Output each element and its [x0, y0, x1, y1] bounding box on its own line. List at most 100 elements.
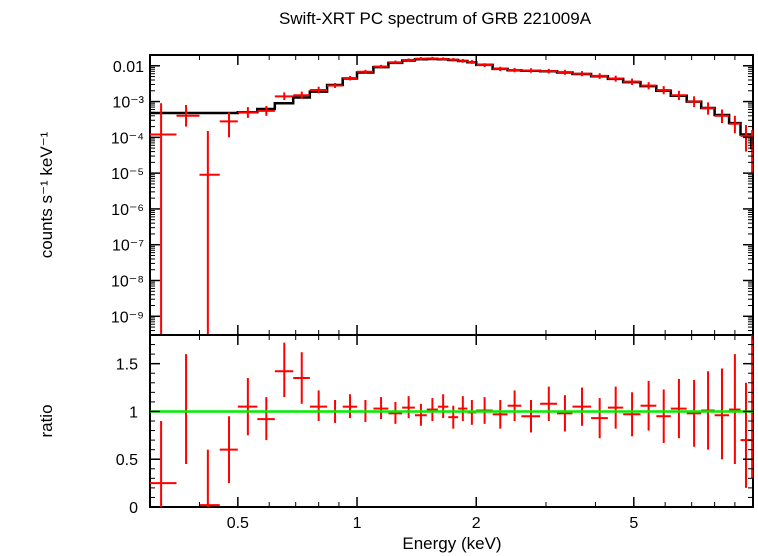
ratio-point	[274, 342, 294, 398]
y-tick-label: 10⁻⁷	[112, 238, 144, 255]
y-tick-label: 10⁻⁹	[111, 309, 144, 326]
data-point	[623, 78, 641, 86]
chart-title: Swift-XRT PC spectrum of GRB 221009A	[279, 9, 592, 28]
y-tick-label: 0.01	[113, 59, 144, 76]
ratio-point	[591, 398, 608, 439]
ratio-point	[426, 398, 438, 421]
lower-plot-frame	[149, 334, 754, 508]
data-point	[572, 71, 592, 77]
upper-panel: 0.01 10⁻³ 10⁻⁴ 10⁻⁵ 10⁻⁶ 10⁻⁷ 10⁻⁸ 10⁻⁹ counts …	[37, 54, 754, 336]
ratio-point	[640, 380, 657, 431]
upper-plot-frame	[149, 54, 754, 336]
data-point	[476, 63, 493, 68]
y-tick-label: 10⁻³	[112, 95, 144, 112]
data-point	[257, 106, 275, 116]
ratio-point	[373, 397, 389, 420]
data-point	[507, 67, 522, 73]
model-step-line	[150, 57, 753, 150]
data-point	[740, 125, 752, 152]
data-point	[293, 91, 310, 99]
lower-y-axis-label: ratio	[37, 404, 56, 437]
ratio-point	[414, 403, 427, 426]
data-point	[467, 60, 477, 64]
ratio-point	[607, 386, 624, 429]
data-point	[219, 112, 238, 138]
ratio-point	[521, 399, 541, 433]
y-tick-label: 10⁻⁶	[111, 202, 144, 219]
ratio-point	[342, 394, 358, 419]
y-tick-label: 10⁻⁵	[111, 166, 144, 183]
ratio-point	[670, 378, 687, 439]
x-tick-label: 5	[629, 515, 638, 532]
data-point	[373, 64, 389, 69]
model-curve	[150, 57, 753, 150]
x-tick-label: 2	[472, 515, 481, 532]
ratio-point	[437, 394, 449, 419]
ratio-point	[309, 390, 328, 421]
ratio-tick-label: 0.5	[116, 452, 138, 469]
ratio-point	[402, 396, 415, 419]
data-point	[150, 103, 177, 335]
ratio-point	[388, 401, 403, 424]
data-point	[342, 75, 358, 81]
ratio-point	[448, 405, 459, 429]
ratio-point	[199, 449, 220, 507]
data-point	[327, 83, 343, 88]
lower-y-axis: 0 0.5 1 1.5	[116, 344, 753, 517]
data-point	[448, 57, 459, 62]
ratio-point	[572, 387, 592, 426]
ratio-points	[150, 335, 754, 507]
x-tick-label: 1	[353, 515, 362, 532]
data-point	[729, 115, 741, 134]
ratio-point	[656, 389, 671, 443]
x-tick-label: 0.5	[227, 515, 249, 532]
ratio-point	[557, 395, 573, 432]
ratio-point	[740, 382, 752, 488]
upper-x-axis-ticks	[149, 55, 754, 335]
ratio-point	[729, 354, 741, 464]
data-points	[150, 56, 754, 335]
lower-panel: 0 0.5 1 1.5 0.5 1 2 5 ratio Energy (keV)	[37, 334, 754, 553]
ratio-point	[714, 368, 730, 460]
ratio-point	[219, 416, 238, 484]
ratio-point	[686, 379, 702, 447]
ratio-point	[150, 421, 177, 507]
data-point	[458, 58, 468, 63]
data-point	[388, 60, 403, 65]
data-point	[714, 109, 730, 124]
data-point	[437, 57, 449, 61]
data-point	[492, 66, 508, 72]
ratio-point	[751, 335, 754, 479]
data-point	[557, 69, 573, 75]
data-point	[701, 102, 715, 115]
ratio-tick-label: 1	[129, 404, 138, 421]
ratio-tick-label: 0	[129, 500, 138, 517]
data-point	[686, 96, 702, 108]
ratio-point	[458, 396, 468, 421]
ratio-point	[623, 392, 641, 437]
data-point	[414, 57, 427, 61]
upper-y-axis-label: counts s⁻¹ keV⁻¹	[37, 131, 56, 258]
data-point	[402, 58, 415, 62]
y-tick-label: 10⁻⁸	[111, 273, 144, 290]
data-point	[656, 86, 671, 95]
upper-y-axis: 0.01 10⁻³ 10⁻⁴ 10⁻⁵ 10⁻⁶ 10⁻⁷ 10⁻⁸ 10⁻⁹	[111, 54, 753, 336]
ratio-point	[293, 352, 310, 404]
data-point	[670, 90, 687, 101]
ratio-point	[507, 390, 522, 421]
ratio-point	[257, 397, 275, 441]
y-tick-label: 10⁻⁴	[111, 130, 144, 147]
ratio-point	[540, 386, 558, 421]
x-axis-label: Energy (keV)	[402, 534, 501, 553]
data-point	[540, 68, 558, 74]
data-point	[607, 75, 624, 82]
data-point	[591, 73, 608, 79]
data-point	[357, 69, 374, 74]
ratio-point	[176, 354, 200, 464]
data-point	[274, 92, 294, 101]
data-point	[176, 105, 200, 127]
data-point	[640, 82, 657, 90]
ratio-point	[237, 378, 258, 436]
data-point	[426, 56, 438, 61]
